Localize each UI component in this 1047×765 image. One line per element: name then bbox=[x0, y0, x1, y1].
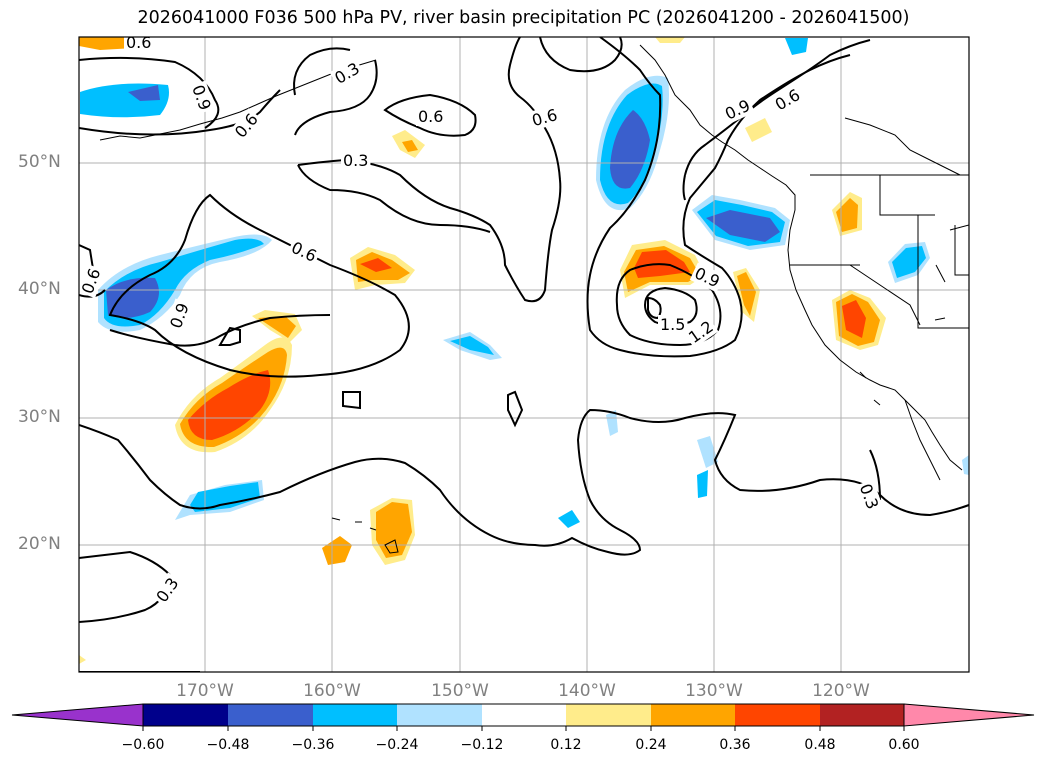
colorbar-tick-label: 0.24 bbox=[635, 737, 667, 753]
colorbar-segment bbox=[397, 704, 482, 726]
colorbar-segment bbox=[820, 704, 904, 726]
colorbar-tick-label: 0.60 bbox=[888, 737, 920, 753]
graticule bbox=[79, 37, 969, 672]
colorbar-segment bbox=[228, 704, 313, 726]
lon-label: 130°W bbox=[685, 681, 743, 701]
contour-label: 0.3 bbox=[343, 151, 368, 170]
map-plot: 0.6 0.9 0.6 0.3 0.6 0.6 0.9 0.6 0.3 0.6 … bbox=[79, 33, 969, 672]
colorbar-arrow-low bbox=[11, 703, 144, 727]
colorbar-tick-label: 0.36 bbox=[719, 737, 751, 753]
colorbar-tick-label: −0.60 bbox=[121, 737, 165, 753]
contour-label-bg bbox=[329, 57, 365, 89]
contour-label: 0.6 bbox=[530, 105, 560, 130]
contour-label-bg bbox=[689, 262, 725, 293]
contour-label-bg bbox=[720, 94, 755, 125]
contour-label: 0.6 bbox=[418, 107, 443, 126]
map-title: 2026041000 F036 500 hPa PV, river basin … bbox=[137, 8, 910, 28]
contour-label: 0.6 bbox=[126, 33, 151, 52]
precip-fields bbox=[79, 37, 969, 664]
contour-label-bg bbox=[416, 107, 446, 126]
contour-label-bg bbox=[341, 151, 371, 170]
contour-label-bg bbox=[855, 479, 884, 514]
lat-label: 30°N bbox=[18, 407, 61, 427]
colorbar-segment bbox=[735, 704, 820, 726]
colorbar-tick-label: 0.48 bbox=[804, 737, 836, 753]
contour-label-bg bbox=[683, 315, 719, 349]
lon-label: 150°W bbox=[431, 681, 489, 701]
colorbar-arrow-high bbox=[903, 703, 1035, 727]
contour-label: 1.5 bbox=[660, 315, 685, 334]
contour-label-bg bbox=[770, 84, 806, 116]
colorbar-segment bbox=[651, 704, 735, 726]
colorbar-tick-label: −0.48 bbox=[206, 737, 250, 753]
colorbar-tick-label: −0.24 bbox=[375, 737, 419, 753]
colorbar bbox=[11, 703, 1035, 731]
contour-label-bg bbox=[187, 80, 216, 115]
colorbar-segment bbox=[482, 704, 566, 726]
contour-label-bg bbox=[229, 108, 264, 143]
coastlines bbox=[99, 44, 969, 554]
pv-contours bbox=[79, 37, 969, 672]
contour-label-bg bbox=[527, 104, 562, 131]
lon-label: 120°W bbox=[812, 681, 870, 701]
colorbar-tick-label: 0.12 bbox=[550, 737, 582, 753]
contour-label-bg bbox=[165, 298, 194, 333]
lat-label: 20°N bbox=[18, 534, 61, 554]
contour-label-bg bbox=[286, 236, 322, 267]
colorbar-segment bbox=[313, 704, 397, 726]
lat-label: 50°N bbox=[18, 152, 61, 172]
colorbar-tick-label: −0.36 bbox=[291, 737, 335, 753]
contour-label-bg bbox=[658, 315, 688, 334]
colorbar-tick-label: −0.12 bbox=[460, 737, 504, 753]
contour-label: 0.3 bbox=[152, 574, 182, 606]
lon-label: 140°W bbox=[558, 681, 616, 701]
contour-labels: 0.6 0.9 0.6 0.3 0.6 0.6 0.9 0.6 0.3 0.6 … bbox=[79, 33, 884, 608]
contour-label-bg bbox=[151, 572, 184, 608]
contour-label-bg bbox=[124, 37, 154, 52]
colorbar-segment bbox=[566, 704, 651, 726]
colorbar-segment bbox=[143, 704, 228, 726]
lon-label: 160°W bbox=[303, 681, 361, 701]
map-frame bbox=[78, 36, 970, 673]
contour-label-bg bbox=[79, 263, 106, 299]
lat-label: 40°N bbox=[18, 279, 61, 299]
lon-label: 170°W bbox=[176, 681, 234, 701]
